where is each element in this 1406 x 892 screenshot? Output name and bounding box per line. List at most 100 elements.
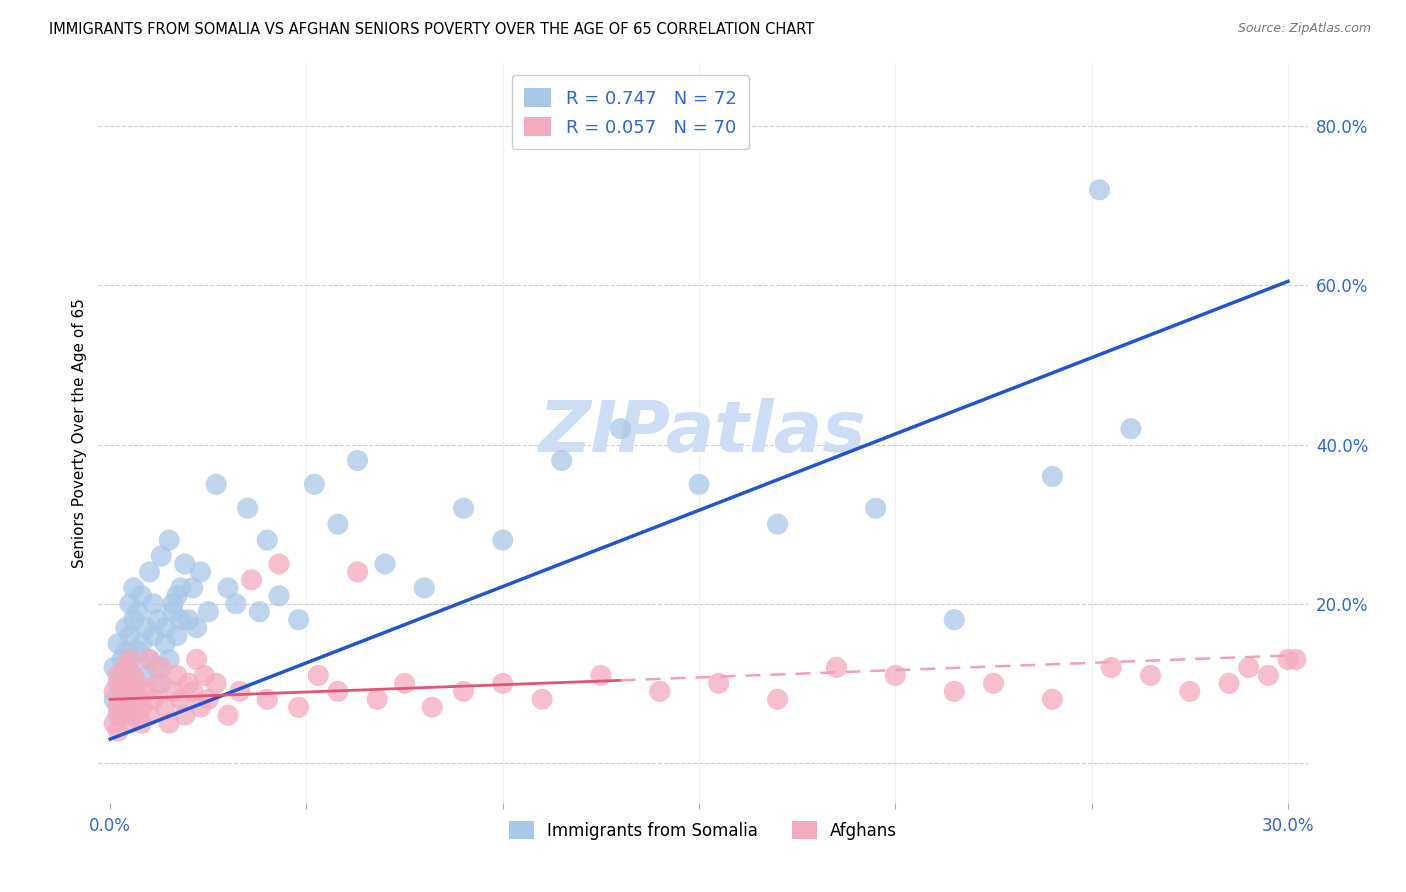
Point xyxy=(1218,676,1240,690)
Point xyxy=(177,613,200,627)
Point xyxy=(107,700,129,714)
Point xyxy=(122,708,145,723)
Point xyxy=(107,724,129,739)
Point xyxy=(111,708,134,723)
Point xyxy=(131,589,153,603)
Point xyxy=(107,668,129,682)
Text: ZIPatlas: ZIPatlas xyxy=(540,398,866,467)
Point xyxy=(157,652,180,666)
Point xyxy=(707,676,730,690)
Point xyxy=(1178,684,1201,698)
Point xyxy=(943,684,966,698)
Point xyxy=(453,501,475,516)
Point xyxy=(150,549,173,563)
Point xyxy=(1042,692,1064,706)
Point xyxy=(107,637,129,651)
Point xyxy=(190,565,212,579)
Point xyxy=(127,676,149,690)
Point xyxy=(103,692,125,706)
Text: IMMIGRANTS FROM SOMALIA VS AFGHAN SENIORS POVERTY OVER THE AGE OF 65 CORRELATION: IMMIGRANTS FROM SOMALIA VS AFGHAN SENIOR… xyxy=(49,22,814,37)
Point xyxy=(983,676,1005,690)
Point xyxy=(153,700,176,714)
Point xyxy=(492,533,515,547)
Point xyxy=(229,684,252,698)
Point xyxy=(170,581,193,595)
Point xyxy=(186,652,208,666)
Point xyxy=(236,501,259,516)
Point xyxy=(127,605,149,619)
Point xyxy=(131,637,153,651)
Point xyxy=(111,676,134,690)
Point xyxy=(1257,668,1279,682)
Point xyxy=(162,684,184,698)
Point xyxy=(118,684,141,698)
Point xyxy=(122,668,145,682)
Point xyxy=(157,533,180,547)
Point xyxy=(193,668,215,682)
Point xyxy=(247,605,270,619)
Point xyxy=(103,684,125,698)
Point xyxy=(157,716,180,731)
Point xyxy=(550,453,572,467)
Point xyxy=(1099,660,1122,674)
Point xyxy=(170,613,193,627)
Point xyxy=(287,700,309,714)
Point xyxy=(420,700,443,714)
Text: Source: ZipAtlas.com: Source: ZipAtlas.com xyxy=(1237,22,1371,36)
Point xyxy=(186,621,208,635)
Point xyxy=(118,716,141,731)
Point xyxy=(146,676,169,690)
Point xyxy=(884,668,907,682)
Point xyxy=(153,637,176,651)
Point xyxy=(197,605,219,619)
Point xyxy=(943,613,966,627)
Point xyxy=(1277,652,1299,666)
Point xyxy=(1139,668,1161,682)
Point xyxy=(374,557,396,571)
Point xyxy=(217,581,239,595)
Point xyxy=(366,692,388,706)
Point xyxy=(166,668,188,682)
Point xyxy=(111,692,134,706)
Point xyxy=(138,652,160,666)
Point xyxy=(122,581,145,595)
Point xyxy=(181,581,204,595)
Point xyxy=(135,621,157,635)
Point xyxy=(609,422,631,436)
Point xyxy=(589,668,612,682)
Point xyxy=(118,629,141,643)
Point xyxy=(267,557,290,571)
Point xyxy=(326,517,349,532)
Point xyxy=(135,684,157,698)
Point xyxy=(648,684,671,698)
Point xyxy=(162,597,184,611)
Point xyxy=(111,684,134,698)
Point xyxy=(150,676,173,690)
Point xyxy=(173,708,195,723)
Point xyxy=(287,613,309,627)
Point xyxy=(146,613,169,627)
Point xyxy=(394,676,416,690)
Point xyxy=(142,692,165,706)
Point xyxy=(170,692,193,706)
Point xyxy=(304,477,326,491)
Point xyxy=(1285,652,1308,666)
Point xyxy=(177,676,200,690)
Point xyxy=(346,565,368,579)
Point xyxy=(413,581,436,595)
Point xyxy=(162,605,184,619)
Point xyxy=(190,700,212,714)
Point xyxy=(166,589,188,603)
Point xyxy=(1237,660,1260,674)
Point xyxy=(197,692,219,706)
Point xyxy=(138,565,160,579)
Point xyxy=(225,597,247,611)
Point xyxy=(766,692,789,706)
Point xyxy=(142,629,165,643)
Point xyxy=(127,644,149,658)
Point xyxy=(825,660,848,674)
Point xyxy=(131,700,153,714)
Point xyxy=(1119,422,1142,436)
Point xyxy=(173,557,195,571)
Point xyxy=(240,573,263,587)
